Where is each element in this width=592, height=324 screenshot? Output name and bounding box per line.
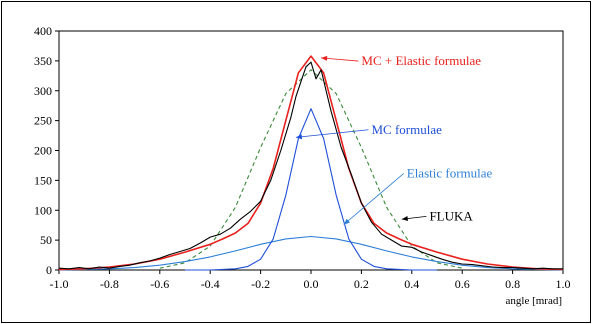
x-tick-label: 1.0 [556, 277, 571, 291]
annotation-arrowhead-elastic-formulae [343, 218, 350, 225]
x-tick-label: -0.6 [150, 277, 169, 291]
y-tick-label: 300 [34, 84, 52, 98]
x-tick-label: 0.0 [304, 277, 319, 291]
y-tick-label: 200 [34, 144, 52, 158]
annotation-fluka: FLUKA [429, 208, 473, 223]
annotations: MC + Elastic formulae MC formulae Elastic … [295, 53, 493, 225]
x-tick-label: 0.4 [404, 277, 419, 291]
x-tick-label: 0.2 [354, 277, 369, 291]
axes: 0 50 100 150 200 250 300 350 400 -1.0 -0.8 -0.6 -0.4… [34, 24, 571, 291]
x-tick-label: 0.6 [455, 277, 470, 291]
series-line-mc-elastic-formulae [58, 55, 564, 271]
y-tick-label: 250 [34, 114, 52, 128]
x-tick-label: -0.2 [251, 277, 270, 291]
y-tick-label: 150 [34, 173, 52, 187]
x-tick-label: -0.8 [100, 277, 119, 291]
annotation-arrowhead-mc-formulae [295, 134, 303, 140]
x-axis-label: angle [mrad] [506, 295, 563, 307]
annotation-arrowhead-mc-elastic-formulae [321, 55, 328, 61]
series-line-elastic-formulae [58, 235, 564, 271]
x-tick-label: 0.8 [505, 277, 520, 291]
annotation-arrow-mc-formulae [295, 129, 369, 138]
annotation-arrow-elastic-formulae [343, 173, 405, 225]
series-line-mc-formulae [185, 108, 437, 271]
annotation-mc-elastic-formulae: MC + Elastic formulae [361, 53, 481, 68]
series-line-fluka [58, 61, 563, 270]
annotation-elastic-formulae: Elastic formulae [407, 165, 493, 180]
annotation-arrowhead-fluka [401, 216, 408, 222]
y-tick-label: 0 [46, 263, 52, 277]
plot-area [58, 55, 564, 271]
x-tick-label: -0.4 [201, 277, 220, 291]
y-tick-label: 50 [40, 233, 52, 247]
y-tick-label: 100 [34, 203, 52, 217]
annotation-arrow-mc-elastic-formulae [321, 57, 359, 62]
x-tick-label: -1.0 [50, 277, 69, 291]
series-line-dashed-curve [159, 69, 463, 269]
y-tick-label: 350 [34, 54, 52, 68]
y-tick-label: 400 [34, 24, 52, 38]
annotation-mc-formulae: MC formulae [371, 122, 442, 137]
